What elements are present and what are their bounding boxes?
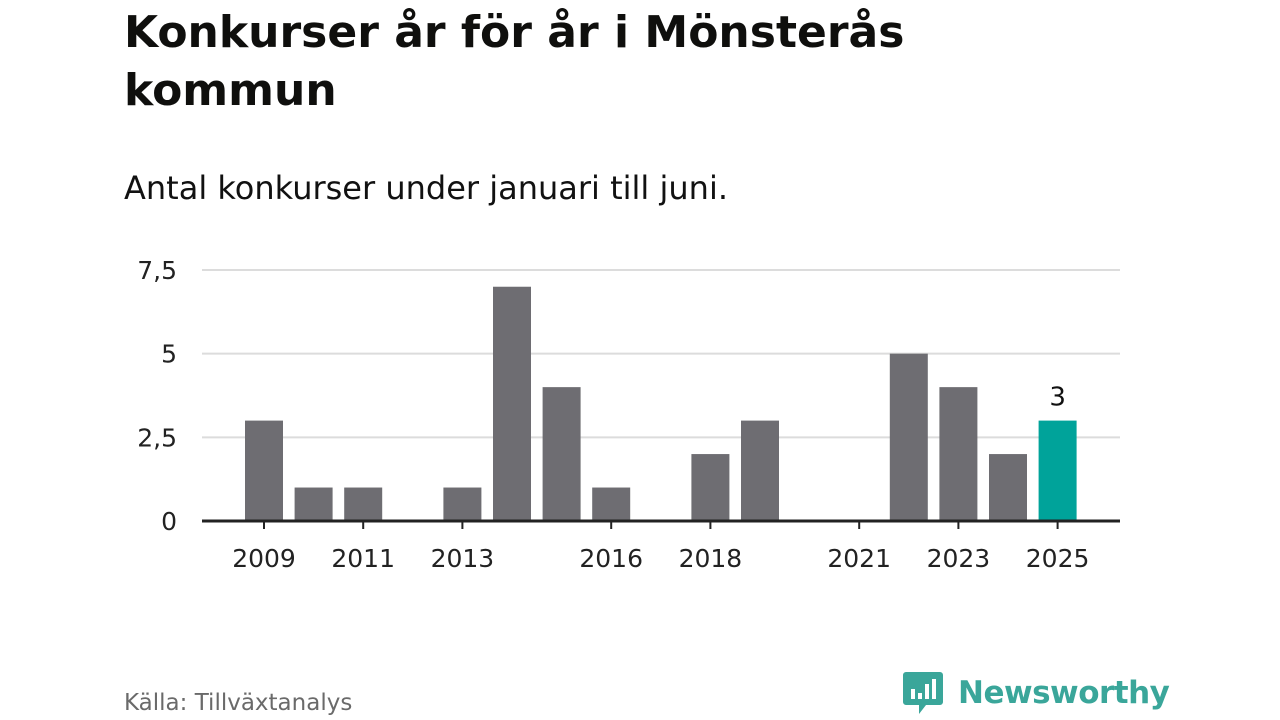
- bar: [889, 353, 928, 521]
- brand-logo-group: Newsworthy: [902, 670, 1170, 716]
- bar: [493, 286, 531, 521]
- bar: [939, 387, 978, 521]
- bar: [592, 487, 631, 521]
- bar: [989, 454, 1027, 521]
- x-tick-label: 2023: [927, 544, 991, 573]
- x-tick-label: 2018: [679, 544, 743, 573]
- bar: [542, 387, 581, 521]
- y-tick-label: 0: [161, 507, 177, 536]
- x-tick-label: 2025: [1026, 544, 1090, 573]
- source-note: Källa: Tillväxtanalys: [124, 690, 353, 716]
- bar: [741, 420, 779, 521]
- x-tick-label: 2021: [827, 544, 891, 573]
- y-tick-label: 5: [161, 340, 177, 369]
- x-tick-label: 2013: [431, 544, 495, 573]
- data-label: 3: [1049, 383, 1066, 413]
- bar: [443, 487, 482, 521]
- y-tick-label: 2,5: [137, 423, 177, 452]
- bar: [294, 487, 333, 521]
- bar: [245, 420, 283, 521]
- bar-chart: 0 2,5 5 7,5 2009 2011 2013 2016 2018 2021 2023 2025…: [137, 256, 1120, 573]
- brand-name: Newsworthy: [958, 675, 1170, 711]
- newsworthy-logo-icon: [903, 672, 943, 714]
- y-tick-label: 7,5: [137, 256, 177, 285]
- bar-highlight: [1038, 420, 1077, 521]
- x-tick-label: 2016: [579, 544, 643, 573]
- chart-title: Konkurser år för år i Mönsterås kommun: [124, 7, 905, 116]
- x-tick-label: 2011: [331, 544, 395, 573]
- x-tick-label: 2009: [232, 544, 296, 573]
- bar: [344, 487, 383, 521]
- bar: [691, 454, 730, 521]
- chart-subtitle: Antal konkurser under januari till juni.: [124, 169, 728, 207]
